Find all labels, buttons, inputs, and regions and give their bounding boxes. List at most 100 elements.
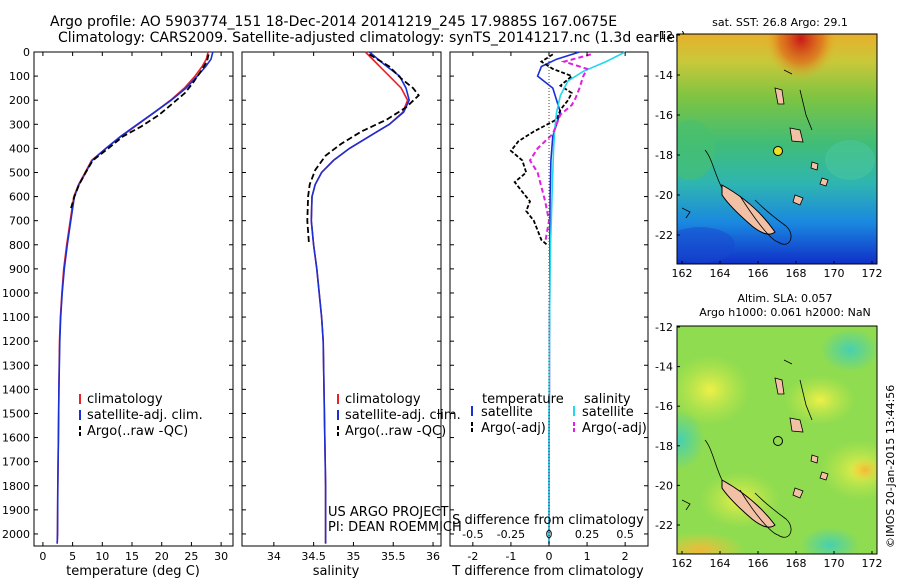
sla-map-axes: 162 164 166 168 170 172 -12 -14 -16 -18 -20 -22 xyxy=(655,321,882,570)
temperature-axis-label: temperature (deg C) xyxy=(66,564,200,579)
map-x-tick-label: 168 xyxy=(786,557,807,570)
legend-climatology: climatology xyxy=(87,392,163,407)
x-tick-label: 35.5 xyxy=(381,550,406,563)
s-tick-label: 0 xyxy=(546,528,553,541)
depth-tick-label: 1000 xyxy=(2,287,30,300)
x-tick-label: 10 xyxy=(95,550,109,563)
sst-map-axes: 162 164 166 168 170 172 -12 -14 -16 -18 -20 -22 xyxy=(655,29,882,280)
x-tick-label: 0 xyxy=(546,550,553,563)
series-line-argo-raw-qc xyxy=(306,53,420,243)
series-line-argo-raw-qc xyxy=(69,54,210,212)
map-y-tick-label: -16 xyxy=(655,400,673,413)
map-y-tick-label: -14 xyxy=(655,69,673,82)
sla-map-title-1: Altim. SLA: 0.057 xyxy=(737,292,832,305)
legend-argo: Argo(..raw -QC) xyxy=(87,424,188,439)
t-difference-axis-label: T difference from climatology xyxy=(451,564,644,579)
series-line-temperature-argo-adj xyxy=(509,53,574,246)
x-tick-label: 20 xyxy=(155,550,169,563)
depth-tick-label: 1900 xyxy=(2,504,30,517)
sst-map-title: sat. SST: 26.8 Argo: 29.1 xyxy=(712,16,848,29)
difference-series xyxy=(509,51,626,546)
sla-map-title-2: Argo h1000: 0.061 h2000: NaN xyxy=(699,306,871,319)
series-line-salinity-argo-adj xyxy=(528,53,592,243)
salinity-axis-label: salinity xyxy=(313,564,360,579)
project-text: US ARGO PROJECT xyxy=(328,505,448,520)
map-x-tick-label: 172 xyxy=(862,267,883,280)
legend-argo: Argo(..raw -QC) xyxy=(345,424,446,439)
x-tick-label: 35 xyxy=(346,550,360,563)
depth-tick-label: 400 xyxy=(9,142,30,155)
depth-axis: 0 100 200 300 400 500 600 700 800 900 1000 1100 1200… xyxy=(2,46,648,541)
depth-tick-label: 200 xyxy=(9,94,30,107)
series-line-climatology xyxy=(56,51,209,544)
legend-climatology: climatology xyxy=(345,392,421,407)
temperature-legend: climatology satellite-adj. clim. Argo(..… xyxy=(79,392,203,439)
depth-tick-label: 300 xyxy=(9,118,30,131)
x-tick-label: 5 xyxy=(69,550,76,563)
map-y-tick-label: -22 xyxy=(655,519,673,532)
s-tick-label: 0.5 xyxy=(616,528,634,541)
x-tick-label: -2 xyxy=(467,550,478,563)
sst-coastline xyxy=(681,69,829,245)
legend-s-satellite: satellite xyxy=(582,405,634,420)
sla-argo-marker xyxy=(773,436,783,446)
s-difference-axis-label: S difference from climatology xyxy=(452,513,644,528)
sst-map-frame xyxy=(676,33,878,265)
map-y-tick-label: -12 xyxy=(655,321,673,334)
legend-temperature-heading: temperature xyxy=(482,392,564,407)
legend-s-argo: Argo(-adj) xyxy=(582,421,647,436)
depth-tick-label: 1300 xyxy=(2,359,30,372)
s-tick-label: 0.25 xyxy=(575,528,600,541)
map-x-tick-label: 164 xyxy=(710,557,731,570)
s-tick-label: -0.5 xyxy=(462,528,483,541)
depth-tick-label: 100 xyxy=(9,70,30,83)
salinity-series xyxy=(306,51,420,544)
s-tick-label: -0.25 xyxy=(497,528,525,541)
depth-tick-label: 0 xyxy=(23,46,30,59)
map-x-tick-label: 166 xyxy=(748,267,769,280)
depth-tick-label: 1400 xyxy=(2,383,30,396)
x-tick-label: 34.5 xyxy=(301,550,326,563)
sla-map-frame xyxy=(676,325,878,555)
legend-satellite: satellite-adj. clim. xyxy=(87,408,203,423)
map-y-tick-label: -12 xyxy=(655,29,673,42)
map-x-tick-label: 162 xyxy=(672,267,693,280)
map-y-tick-label: -20 xyxy=(655,189,673,202)
depth-tick-label: 800 xyxy=(9,239,30,252)
map-x-tick-label: 166 xyxy=(748,557,769,570)
map-y-tick-label: -18 xyxy=(655,149,673,162)
x-tick-label: 34 xyxy=(267,550,281,563)
sst-argo-marker xyxy=(773,146,783,156)
depth-tick-label: 1500 xyxy=(2,407,30,420)
depth-tick-label: 600 xyxy=(9,191,30,204)
x-tick-label: 30 xyxy=(214,550,228,563)
temperature-series xyxy=(56,51,214,544)
header-line-1: Argo profile: AO 5903774_151 18-Dec-2014… xyxy=(50,14,617,30)
map-x-tick-label: 172 xyxy=(862,557,883,570)
depth-tick-label: 900 xyxy=(9,263,30,276)
map-x-tick-label: 162 xyxy=(672,557,693,570)
map-x-tick-label: 168 xyxy=(786,267,807,280)
depth-tick-label: 700 xyxy=(9,215,30,228)
x-tick-label: 2 xyxy=(622,550,629,563)
x-tick-label: 0 xyxy=(39,550,46,563)
map-y-tick-label: -20 xyxy=(655,479,673,492)
map-x-tick-label: 170 xyxy=(824,557,845,570)
depth-tick-label: 1700 xyxy=(2,456,30,469)
depth-tick-label: 1800 xyxy=(2,480,30,493)
x-tick-label: 1 xyxy=(584,550,591,563)
x-axis-ticks: 0 5 10 15 20 25 30 34 34.5 35 35.5 36 -2 -1 0 1 2 -0.5 -0.… xyxy=(39,52,634,563)
legend-salinity-heading: salinity xyxy=(584,392,631,407)
series-line-satellite-adj-clim xyxy=(310,51,411,544)
depth-tick-label: 2000 xyxy=(2,528,30,541)
x-tick-label: 15 xyxy=(125,550,139,563)
map-x-tick-label: 170 xyxy=(824,267,845,280)
sla-coastline xyxy=(681,359,829,538)
series-line-salinity-satellite xyxy=(548,51,626,544)
depth-tick-label: 1100 xyxy=(2,311,30,324)
legend-satellite: satellite-adj. clim. xyxy=(345,408,461,423)
series-line-satellite-adj-clim xyxy=(56,51,214,544)
map-y-tick-label: -14 xyxy=(655,361,673,374)
map-y-tick-label: -18 xyxy=(655,440,673,453)
map-y-tick-label: -16 xyxy=(655,109,673,122)
